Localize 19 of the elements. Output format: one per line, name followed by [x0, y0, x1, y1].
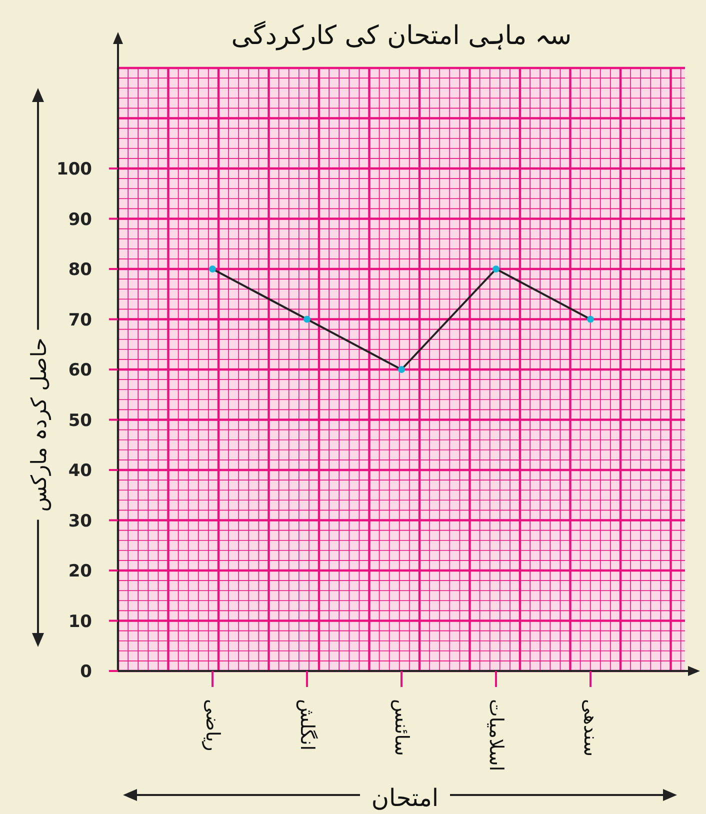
y-tick-label: 30 — [68, 511, 92, 532]
x-tick-label: سائنس — [390, 699, 412, 756]
y-tick-label: 100 — [56, 160, 92, 180]
y-tick-label: 50 — [68, 410, 92, 431]
y-tick-label: 80 — [68, 260, 92, 280]
x-tick-label: انگلش — [296, 699, 319, 751]
chart-title: سہ ماہی امتحان کی کارکردگی — [231, 20, 572, 51]
y-tick-label: 90 — [68, 210, 92, 230]
x-tick-label: اسلامیات — [485, 699, 507, 772]
y-tick-label: 40 — [68, 461, 92, 481]
y-tick-label: 70 — [68, 310, 92, 330]
y-tick-label: 60 — [68, 360, 92, 380]
y-tick-label: 0 — [80, 662, 92, 682]
y-tick-label: 10 — [68, 612, 92, 632]
x-axis-title: امتحان — [371, 784, 439, 812]
y-axis-title: حاصل کردہ مارکس — [27, 338, 52, 512]
y-tick-label: 20 — [68, 562, 92, 582]
x-tick-label: سندھی — [580, 699, 602, 756]
x-tick-label: ریاضی — [202, 699, 224, 752]
